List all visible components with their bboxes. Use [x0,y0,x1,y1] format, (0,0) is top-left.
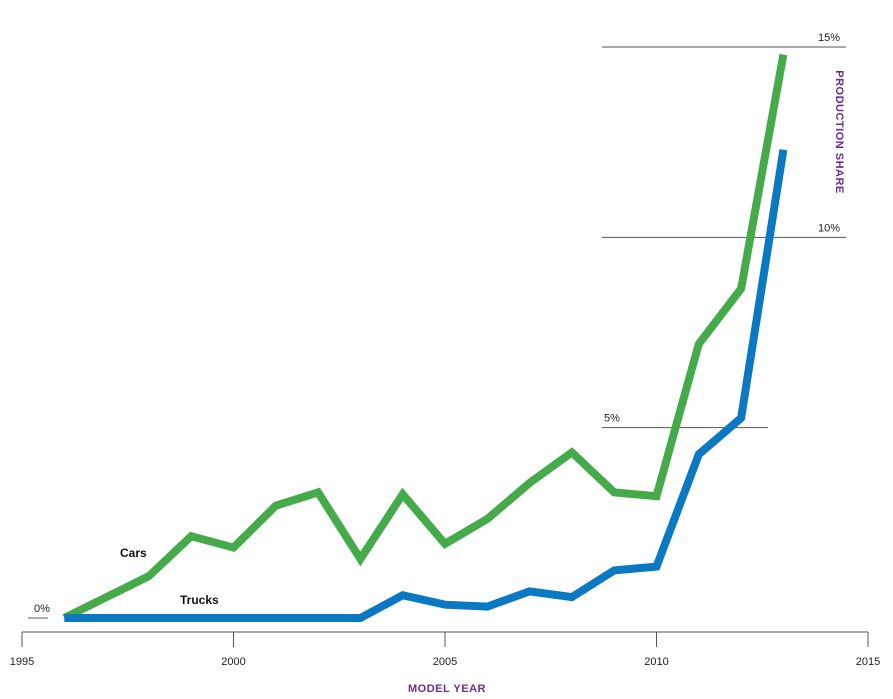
y-tick-label: 0% [34,603,50,615]
series-line-trucks [64,149,788,622]
x-tick-label: 2010 [644,656,668,668]
x-tick-label: 2005 [433,656,457,668]
series-label-cars: Cars [120,546,147,560]
x-tick-label: 1995 [10,656,34,668]
series-label-trucks: Trucks [180,593,219,607]
y-tick-label: 10% [818,222,840,234]
y-tick-label: 15% [818,32,840,44]
x-axis: 1995 2000 2005 2010 2015 [10,631,880,668]
y-tick-label: 5% [604,413,620,425]
y-axis-title: PRODUCTION SHARE [833,70,845,194]
reference-lines: 0% 5% 10% 15% [28,32,846,619]
series-lines [62,53,788,622]
series-line-cars [62,53,788,622]
x-tick-label: 2015 [856,656,880,668]
series-labels: Cars Trucks [120,546,219,607]
x-axis-title: MODEL YEAR [408,683,486,695]
x-tick-label: 2000 [221,656,245,668]
